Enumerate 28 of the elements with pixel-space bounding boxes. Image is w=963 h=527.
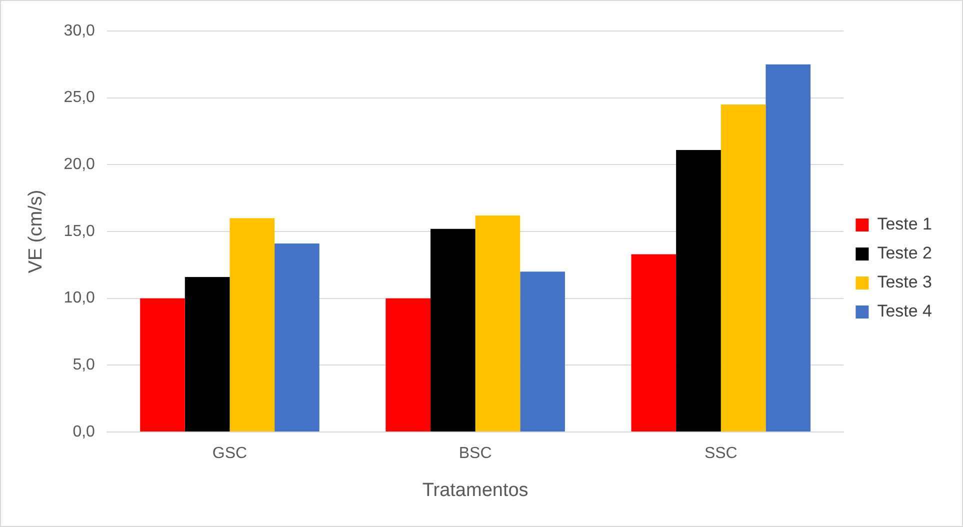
x-tick-label: BSC (458, 445, 492, 462)
y-tick-label: 10,0 (64, 290, 96, 307)
y-tick-label: 30,0 (64, 22, 96, 40)
y-tick-label: 25,0 (64, 89, 96, 106)
bar (430, 228, 476, 432)
legend-label: Teste 3 (877, 272, 932, 292)
legend-label: Teste 4 (877, 302, 932, 321)
bar (475, 215, 520, 432)
bar (230, 218, 275, 432)
bar (631, 254, 676, 432)
bar (720, 104, 766, 432)
x-tick-label: GSC (212, 445, 248, 462)
y-tick-label: 0,0 (72, 423, 96, 440)
bar (520, 272, 565, 432)
bar (676, 150, 721, 432)
bar (766, 64, 811, 432)
bar (140, 298, 185, 432)
bar (386, 298, 430, 432)
y-tick-label: 15,0 (64, 222, 96, 240)
y-tick-label: 20,0 (64, 156, 96, 174)
bar (274, 244, 320, 432)
y-axis-title: VE (cm/s) (26, 190, 47, 274)
bar (184, 276, 230, 432)
legend-label: Teste 1 (877, 214, 932, 234)
y-tick-label: 5,0 (72, 356, 96, 374)
x-axis-title: Tratamentos (422, 480, 528, 501)
x-tick-label: SSC (704, 445, 738, 462)
legend-label: Teste 2 (877, 244, 932, 263)
